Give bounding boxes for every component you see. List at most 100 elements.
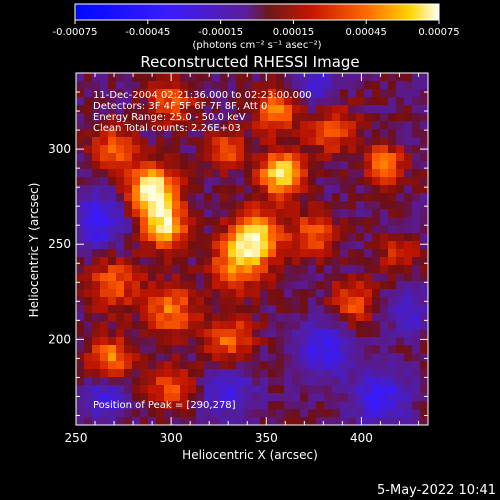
heatmap-cell — [412, 161, 421, 170]
heatmap-cell — [156, 145, 165, 154]
heatmap-cell — [260, 121, 269, 130]
heatmap-cell — [372, 393, 381, 402]
heatmap-cell — [116, 297, 125, 306]
heatmap-cell — [364, 257, 373, 266]
heatmap-cell — [220, 353, 229, 362]
heatmap-cell — [300, 233, 309, 242]
heatmap-cell — [132, 97, 141, 106]
heatmap-cell — [220, 137, 229, 146]
heatmap-cell — [140, 185, 149, 194]
heatmap-cell — [236, 153, 245, 162]
heatmap-cell — [308, 417, 317, 426]
heatmap-cell — [164, 105, 173, 114]
heatmap-cell — [124, 257, 133, 266]
heatmap-cell — [164, 225, 173, 234]
heatmap-cell — [156, 129, 165, 138]
heatmap-cell — [132, 129, 141, 138]
heatmap-cell — [140, 145, 149, 154]
heatmap-cell — [244, 393, 253, 402]
heatmap-cell — [156, 385, 165, 394]
heatmap-cell — [212, 273, 221, 282]
heatmap-cell — [212, 393, 221, 402]
heatmap-cell — [140, 201, 149, 210]
heatmap-cell — [212, 289, 221, 298]
heatmap-cell — [124, 289, 133, 298]
heatmap-cell — [220, 329, 229, 338]
heatmap-cell — [332, 401, 341, 410]
heatmap-cell — [180, 185, 189, 194]
heatmap-cell — [140, 273, 149, 282]
heatmap-cell — [300, 297, 309, 306]
heatmap-cell — [356, 385, 365, 394]
heatmap-cell — [212, 145, 221, 154]
heatmap-cell — [348, 329, 357, 338]
heatmap-cell — [236, 385, 245, 394]
heatmap-cell — [284, 97, 293, 106]
heatmap-cell — [404, 369, 413, 378]
heatmap-cell — [260, 337, 269, 346]
heatmap-cell — [268, 313, 277, 322]
heatmap-cell — [340, 369, 349, 378]
heatmap-cell — [300, 257, 309, 266]
heatmap-cell — [364, 297, 373, 306]
heatmap-cell — [332, 417, 341, 426]
heatmap-cell — [164, 385, 173, 394]
heatmap-cell — [364, 417, 373, 426]
heatmap-cell — [388, 105, 397, 114]
heatmap-cell — [108, 273, 117, 282]
heatmap-cell — [228, 225, 237, 234]
heatmap-cell — [388, 353, 397, 362]
heatmap-cell — [388, 297, 397, 306]
heatmap-cell — [244, 233, 253, 242]
heatmap-cell — [180, 369, 189, 378]
heatmap-cell — [236, 289, 245, 298]
heatmap-cell — [100, 225, 109, 234]
heatmap-cell — [108, 113, 117, 122]
heatmap-cell — [292, 337, 301, 346]
heatmap-cell — [292, 97, 301, 106]
heatmap-cell — [260, 361, 269, 370]
heatmap-cell — [84, 153, 93, 162]
heatmap-cell — [172, 241, 181, 250]
heatmap-cell — [244, 305, 253, 314]
heatmap-cell — [308, 313, 317, 322]
heatmap-cell — [220, 113, 229, 122]
heatmap-cell — [420, 393, 429, 402]
heatmap-cell — [300, 313, 309, 322]
heatmap-cell — [204, 97, 213, 106]
heatmap-cell — [108, 409, 117, 418]
heatmap-cell — [316, 89, 325, 98]
heatmap-cell — [300, 321, 309, 330]
heatmap-cell — [236, 113, 245, 122]
heatmap-cell — [76, 217, 85, 226]
heatmap-cell — [116, 129, 125, 138]
heatmap-cell — [180, 113, 189, 122]
heatmap-cell — [276, 81, 285, 90]
heatmap-cell — [340, 329, 349, 338]
heatmap-cell — [252, 81, 261, 90]
heatmap-cell — [148, 393, 157, 402]
heatmap-cell — [84, 257, 93, 266]
heatmap-cell — [276, 409, 285, 418]
heatmap-cell — [380, 313, 389, 322]
heatmap-cell — [252, 233, 261, 242]
heatmap-cell — [372, 233, 381, 242]
heatmap-cell — [108, 185, 117, 194]
heatmap-cell — [244, 385, 253, 394]
heatmap-cell — [92, 161, 101, 170]
heatmap-cell — [124, 105, 133, 114]
heatmap-cell — [228, 265, 237, 274]
heatmap-cell — [116, 273, 125, 282]
heatmap-cell — [228, 233, 237, 242]
heatmap-cell — [380, 209, 389, 218]
heatmap-cell — [348, 265, 357, 274]
heatmap-cell — [148, 353, 157, 362]
heatmap-cell — [180, 337, 189, 346]
heatmap-cell — [324, 145, 333, 154]
heatmap-cell — [396, 113, 405, 122]
heatmap-cell — [244, 113, 253, 122]
heatmap-cell — [236, 249, 245, 258]
heatmap-cell — [420, 137, 429, 146]
heatmap-cell — [396, 169, 405, 178]
heatmap-cell — [308, 233, 317, 242]
